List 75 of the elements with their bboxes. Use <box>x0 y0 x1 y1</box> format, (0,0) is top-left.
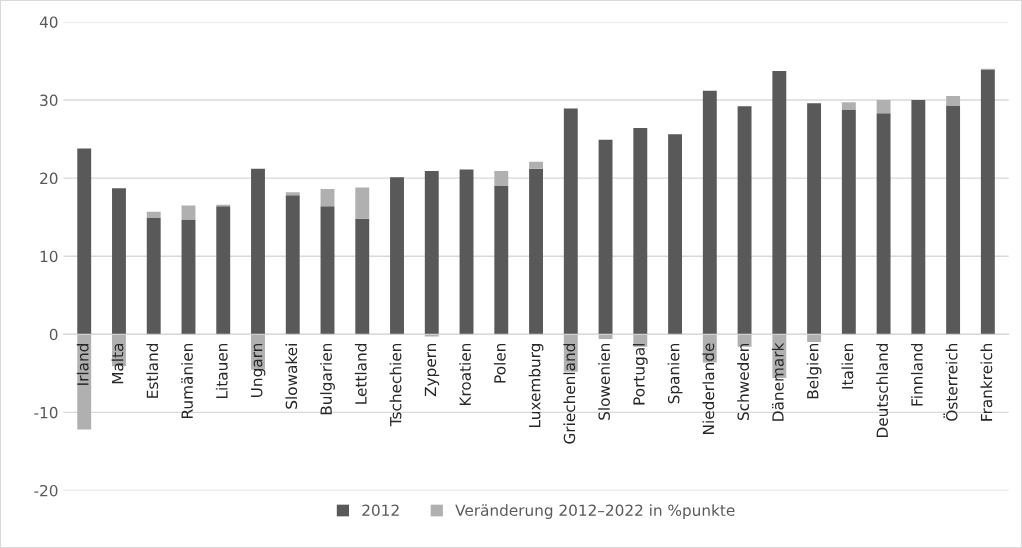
bar <box>563 108 578 335</box>
bar <box>424 171 439 335</box>
bar <box>320 189 335 207</box>
bar <box>251 168 265 335</box>
bar <box>633 128 648 335</box>
x-tick-label: Schweden <box>737 343 750 421</box>
x-tick-label: Tschechien <box>389 343 402 427</box>
x-tick-label: Kroatien <box>459 343 471 406</box>
bar <box>772 71 787 335</box>
bar <box>946 105 961 335</box>
bar <box>390 177 404 335</box>
x-tick-label: Slowenien <box>598 343 610 420</box>
y-tick-label: -10 <box>34 406 58 419</box>
x-tick-label: Malta <box>111 344 124 384</box>
bar <box>911 100 926 335</box>
x-tick-label: Griechenland <box>563 344 576 444</box>
x-tick-label: Spanien <box>667 343 683 404</box>
x-tick-label: Österreich <box>943 343 958 421</box>
bar <box>946 96 961 106</box>
bar <box>494 171 509 186</box>
bar <box>181 205 196 220</box>
bar <box>876 100 891 114</box>
y-tick-label: 10 <box>40 250 58 263</box>
x-tick-label: Litauen <box>215 343 228 398</box>
x-tick-label: Polen <box>493 343 506 383</box>
bar <box>355 218 370 335</box>
x-tick-label: Zypern <box>424 343 440 397</box>
bar <box>355 187 370 219</box>
bar <box>112 188 126 335</box>
x-tick-label: Estland <box>146 344 159 398</box>
bar <box>146 211 161 218</box>
legend-label: 2012 <box>362 504 399 517</box>
x-tick-label: Irland <box>76 344 89 385</box>
bar <box>876 113 891 335</box>
legend-label: Veränderung 2012–2022 in %punkte <box>455 504 735 519</box>
bar <box>807 334 822 343</box>
bar <box>285 192 300 196</box>
x-tick-label: Rumänien <box>181 343 193 418</box>
bar <box>598 139 613 335</box>
bar <box>494 185 509 335</box>
bar <box>320 206 335 335</box>
x-tick-label: Portugal <box>632 344 648 405</box>
bar <box>181 219 196 335</box>
bar <box>702 90 717 335</box>
y-tick-label: 30 <box>40 94 58 107</box>
x-tick-label: Finnland <box>910 344 923 406</box>
bar <box>285 195 300 335</box>
y-tick-label: 20 <box>40 172 58 185</box>
x-tick-label: Deutschland <box>876 344 889 437</box>
bar <box>841 102 856 110</box>
x-tick-label: Frankreich <box>980 343 993 421</box>
x-tick-label: Luxemburg <box>528 344 544 427</box>
bar <box>668 134 683 335</box>
bar <box>216 206 231 335</box>
x-tick-label: Ungarn <box>251 343 266 397</box>
bar <box>77 334 92 430</box>
bar <box>841 109 856 335</box>
bar <box>807 103 822 335</box>
bar <box>980 69 995 335</box>
x-tick-label: Slowakei <box>285 344 298 409</box>
y-tick-label: 40 <box>39 16 58 28</box>
y-tick-label: 0 <box>49 328 58 341</box>
bar <box>529 168 543 335</box>
x-tick-label: Belgien <box>806 343 822 399</box>
bar <box>737 106 752 335</box>
bar <box>77 148 92 335</box>
x-tick-label: Lettland <box>354 344 367 404</box>
bar <box>459 169 474 335</box>
x-tick-label: Italien <box>841 343 854 389</box>
x-tick-label: Niederlande <box>702 343 715 434</box>
x-tick-label: Bulgarien <box>320 343 335 415</box>
bar <box>146 217 161 335</box>
y-tick-label: -20 <box>34 484 58 497</box>
bar <box>529 161 543 169</box>
x-tick-label: Dänemark <box>771 342 784 421</box>
